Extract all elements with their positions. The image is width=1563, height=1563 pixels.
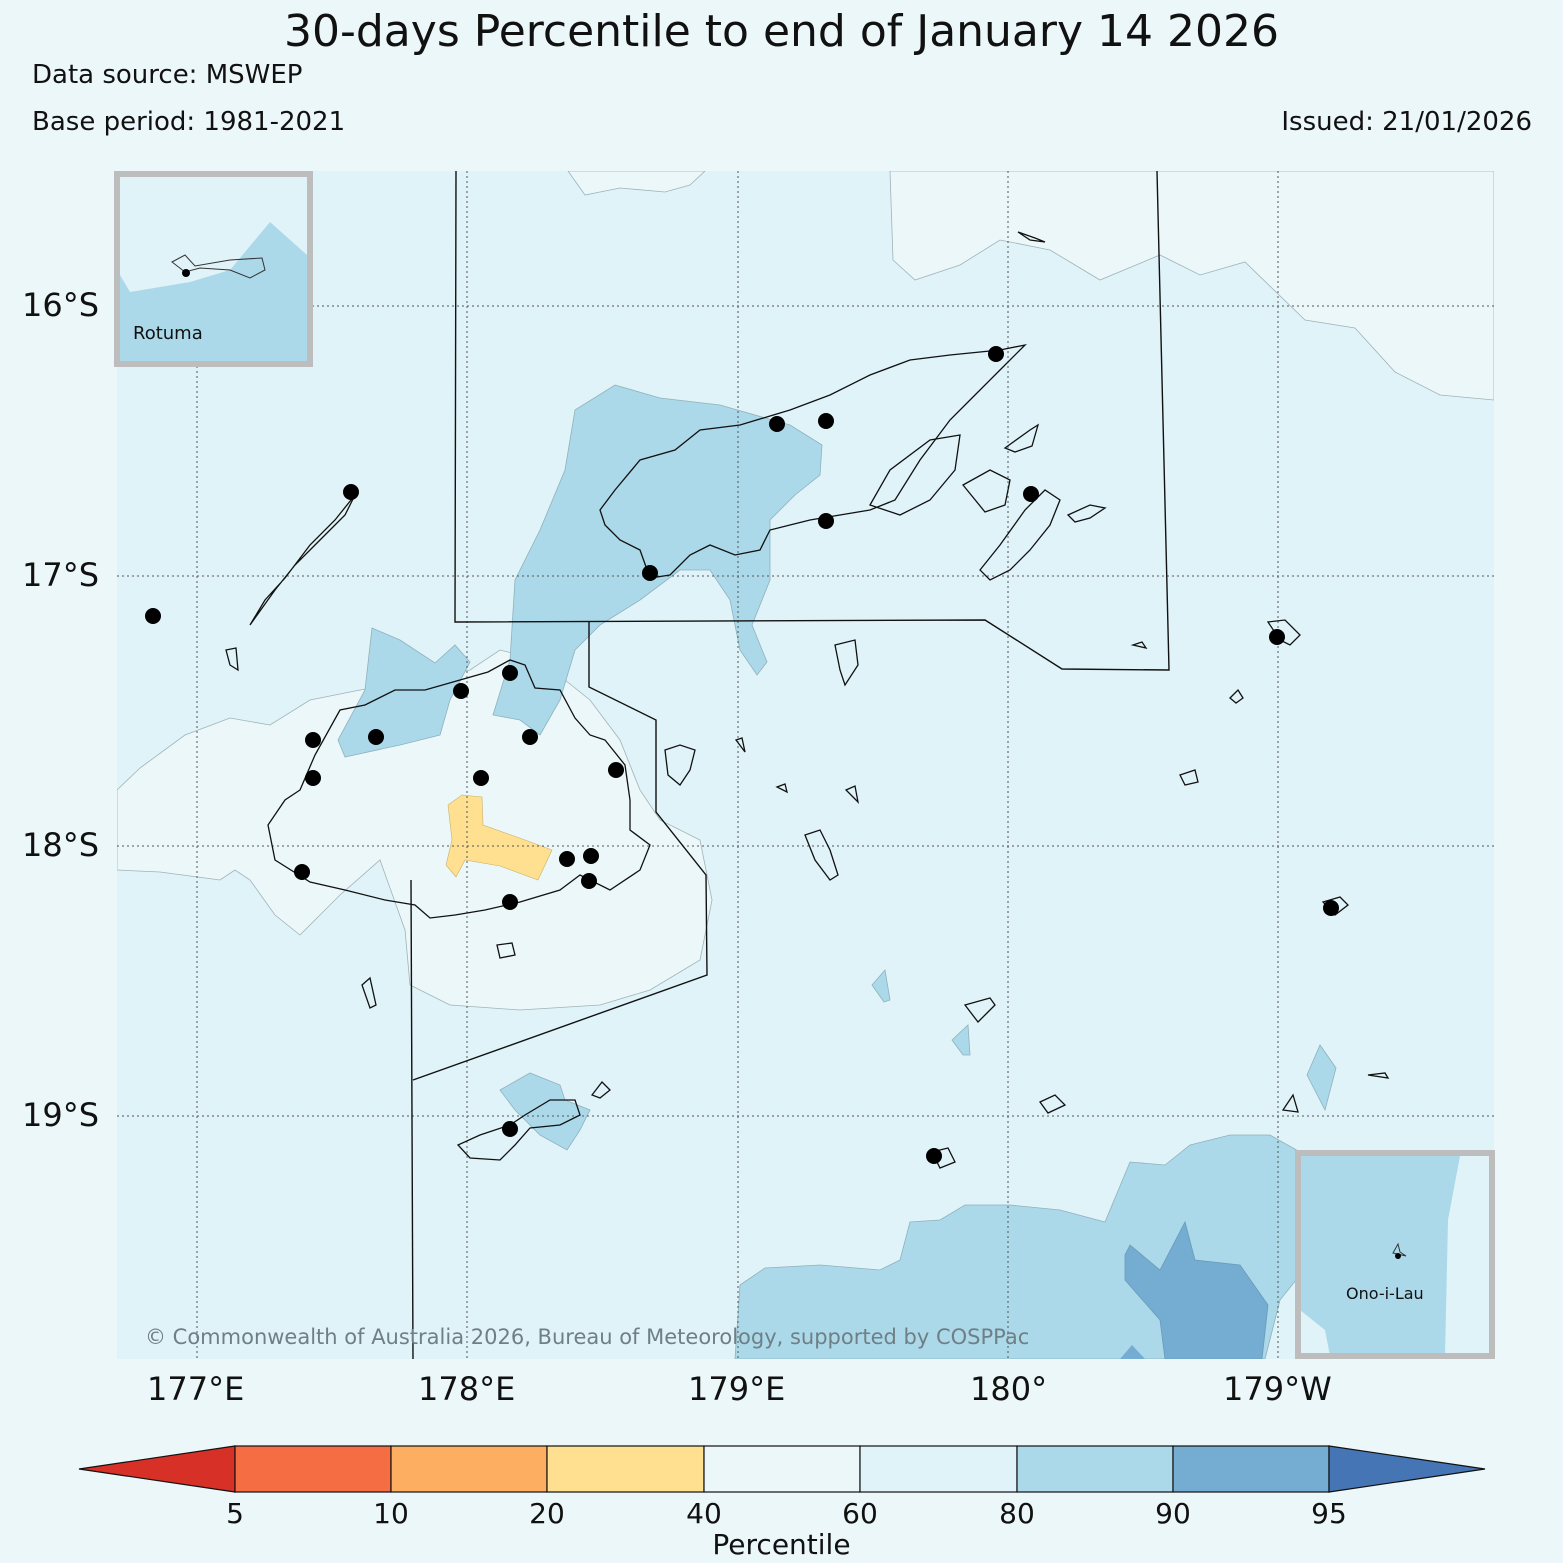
colorbar-title: Percentile xyxy=(712,1528,851,1561)
lat-label-19s: 19°S xyxy=(22,1096,100,1134)
colorbar-extend-low xyxy=(78,1445,236,1493)
taveuni-coast xyxy=(979,489,1061,581)
contour-90-95-south xyxy=(1124,1220,1269,1359)
colorbar-bin-80-90 xyxy=(1016,1445,1174,1493)
issued-date-text: Issued: 21/01/2026 xyxy=(1281,107,1532,137)
island-outline-2 xyxy=(962,469,1011,513)
contour-20-40-vitilevu xyxy=(445,794,553,881)
vanualevu-coast xyxy=(599,343,1027,579)
copyright-notice: © Commonwealth of Australia 2026, Bureau… xyxy=(145,1325,1030,1349)
division-boundaries xyxy=(410,171,1170,1359)
contour-90-95-small xyxy=(1120,1345,1145,1359)
colorbar-extend-high xyxy=(1328,1445,1486,1493)
island-outline-20 xyxy=(1281,1093,1299,1113)
contour-80-90-kadavu xyxy=(499,1072,591,1151)
map-title: 30-days Percentile to end of January 14 … xyxy=(284,6,1279,57)
contour-80-90-small-c xyxy=(1306,1044,1337,1112)
island-outline-10 xyxy=(1039,1094,1067,1114)
contour-80-90-vitilevu-nw xyxy=(337,627,471,758)
island-outline-5 xyxy=(1017,231,1046,243)
island-outline-17 xyxy=(225,647,239,672)
lon-label-177e: 177°E xyxy=(147,1370,245,1408)
colorbar-bin-90-95 xyxy=(1172,1445,1330,1493)
colorbar xyxy=(78,1445,1486,1493)
colorbar-tick: 80 xyxy=(999,1497,1035,1530)
ono-i-lau-label: Ono-i-Lau xyxy=(1346,1284,1424,1303)
lat-label-17s: 17°S xyxy=(22,556,100,594)
rotuma-label: Rotuma xyxy=(133,323,203,344)
colorbar-bin-40-60 xyxy=(703,1445,861,1493)
island-outline-7 xyxy=(664,744,696,786)
gridlines xyxy=(117,171,1494,1359)
colorbar-tick: 5 xyxy=(226,1497,244,1530)
colorbar-bin-5-10 xyxy=(234,1445,392,1493)
contour-80-90-small-a xyxy=(871,969,891,1003)
island-outline-4 xyxy=(1066,504,1107,523)
contour-80-90-vanualevu xyxy=(492,384,823,736)
colorbar-bin-10-20 xyxy=(390,1445,548,1493)
contour-80-90-small-b xyxy=(951,1024,971,1056)
station-markers xyxy=(145,346,1339,1164)
colorbar-bin-60-80 xyxy=(859,1445,1018,1493)
island-outline-8 xyxy=(804,829,839,881)
colorbar-bin-20-40 xyxy=(546,1445,705,1493)
lat-label-16s: 16°S xyxy=(22,286,100,324)
island-outline-22 xyxy=(1130,641,1148,650)
island-outline-25 xyxy=(734,737,746,753)
lon-label-179e: 179°E xyxy=(688,1370,786,1408)
contour-40-60-north xyxy=(889,171,1494,401)
island-outline-16 xyxy=(590,1081,611,1099)
vitilevu-coast xyxy=(267,659,651,919)
colorbar-tick: 60 xyxy=(842,1497,878,1530)
island-outline-3 xyxy=(1003,423,1040,453)
data-source-text: Data source: MSWEP xyxy=(32,60,303,90)
lon-label-179w: 179°W xyxy=(1223,1370,1332,1408)
colorbar-tick: 10 xyxy=(373,1497,409,1530)
lon-label-180: 180° xyxy=(970,1370,1048,1408)
island-outline-23 xyxy=(844,785,860,804)
colorbar-tick: 95 xyxy=(1311,1497,1347,1530)
island-outline-14 xyxy=(361,976,377,1009)
colorbar-tick: 90 xyxy=(1155,1497,1191,1530)
coastlines xyxy=(225,231,1390,1169)
island-outline-1 xyxy=(869,434,961,516)
island-outline-6 xyxy=(834,639,859,687)
island-outline-15 xyxy=(496,942,516,959)
island-outline-9 xyxy=(963,997,996,1023)
lon-label-178e: 178°E xyxy=(418,1370,516,1408)
contour-40-60-top-small xyxy=(567,171,706,196)
base-period-text: Base period: 1981-2021 xyxy=(32,107,346,137)
colorbar-tick: 40 xyxy=(686,1497,722,1530)
island-outline-21 xyxy=(1367,1072,1390,1079)
colorbar-tick: 20 xyxy=(529,1497,565,1530)
lat-label-18s: 18°S xyxy=(22,826,100,864)
rotuma-inset xyxy=(114,171,313,367)
island-outline-24 xyxy=(775,783,788,794)
island-outline-19 xyxy=(1229,688,1244,704)
island-outline-18 xyxy=(1179,769,1199,786)
ono-i-lau-inset xyxy=(1295,1150,1495,1359)
